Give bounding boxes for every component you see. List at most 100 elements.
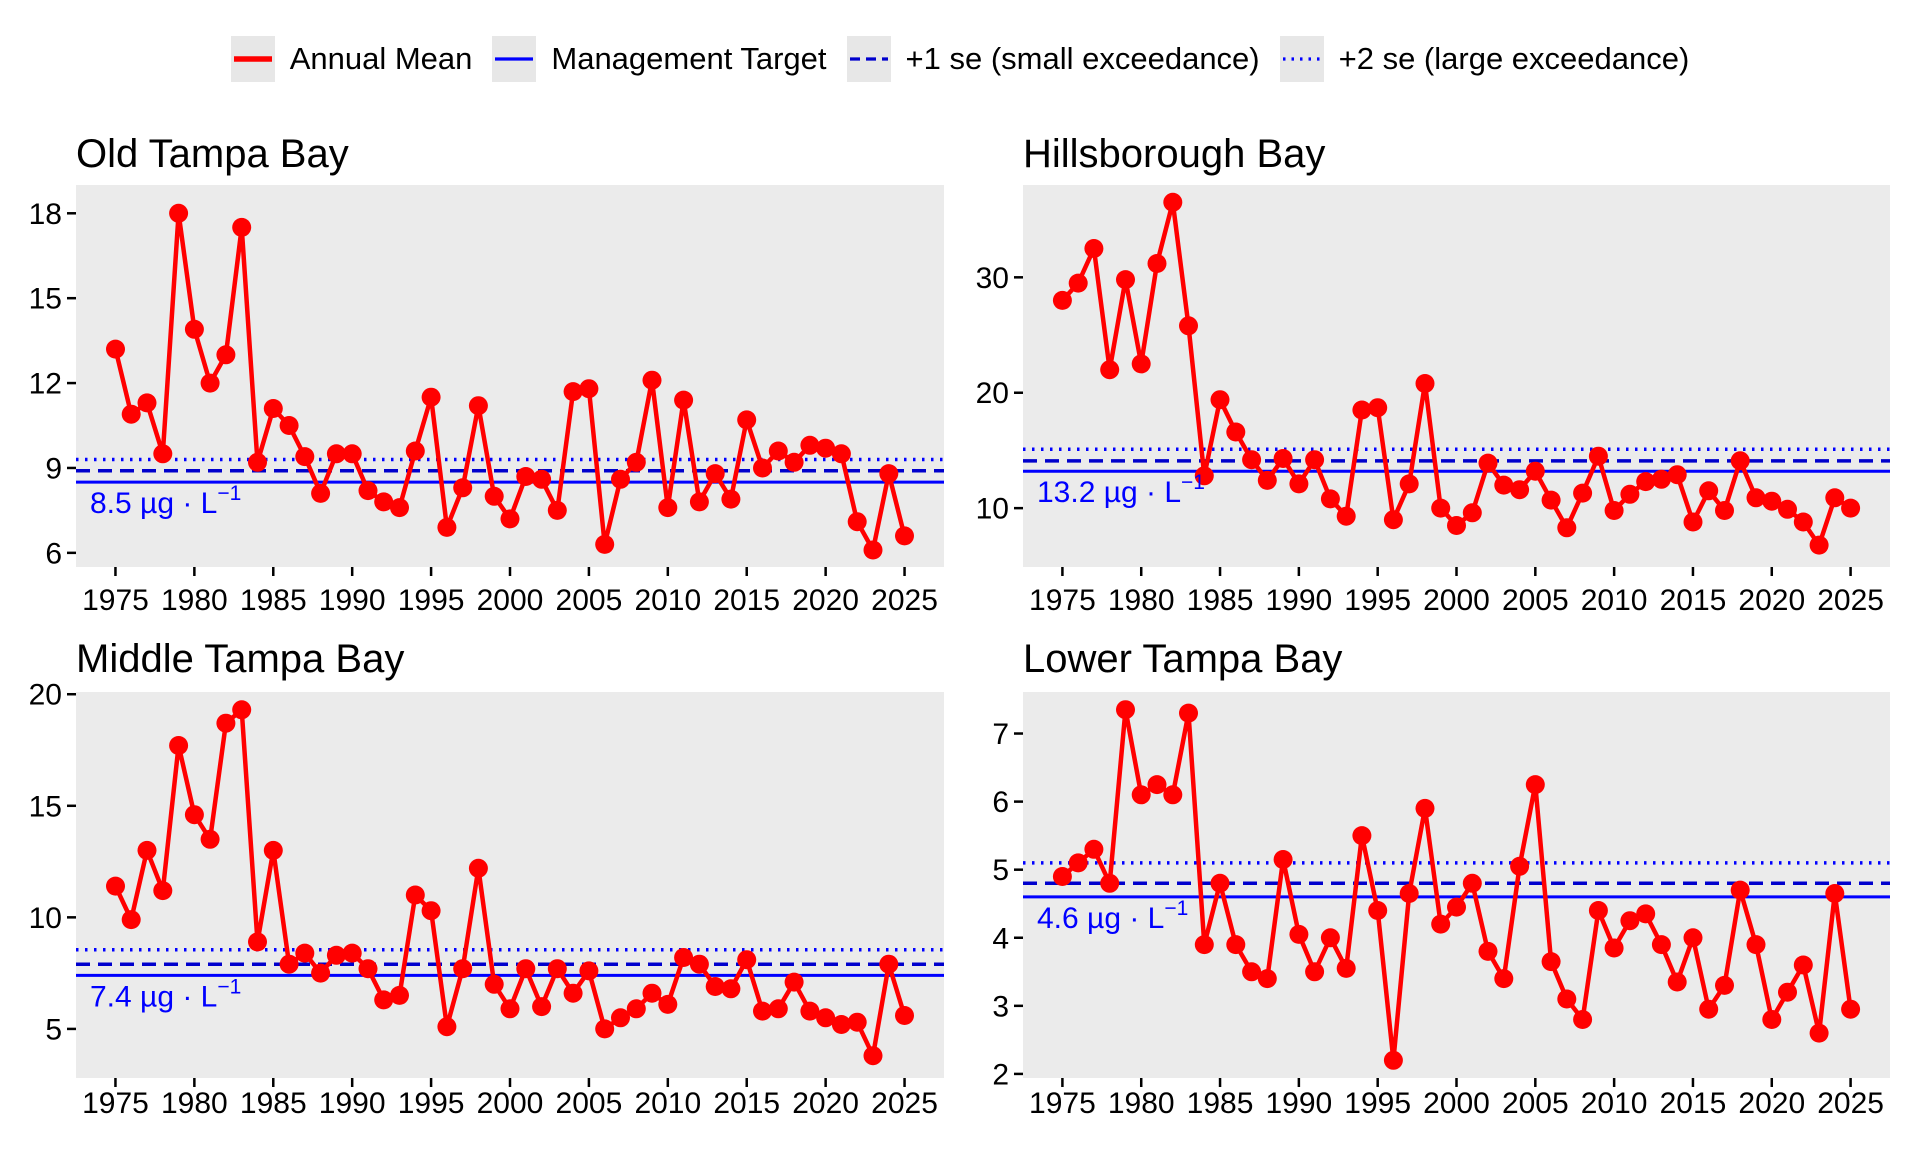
x-tick-label: 1995 (1344, 1087, 1411, 1120)
y-tick-label: 10 (29, 902, 62, 935)
data-point (1762, 1010, 1782, 1029)
data-point (1604, 501, 1624, 520)
x-tick-label: 2010 (1581, 1087, 1648, 1120)
data-point (516, 959, 536, 979)
y-tick-label: 30 (976, 262, 1009, 295)
data-point (784, 972, 804, 992)
legend-item-plus-1se: +1 se (small exceedance) (846, 36, 1260, 82)
data-point (279, 954, 299, 974)
data-point (1746, 935, 1766, 955)
data-point (595, 1019, 615, 1039)
legend-label: Management Target (551, 41, 827, 76)
data-point (1825, 488, 1845, 508)
data-point (1431, 498, 1451, 518)
data-point (216, 345, 236, 365)
legend-label: Annual Mean (289, 41, 473, 76)
data-point (500, 509, 520, 529)
data-point (1383, 1050, 1403, 1070)
data-point (216, 713, 236, 733)
data-point (453, 478, 473, 498)
data-point (1651, 935, 1671, 955)
y-tick-label: 15 (29, 283, 62, 316)
data-point (768, 441, 788, 461)
data-point (1683, 928, 1703, 948)
data-point (863, 1046, 883, 1066)
x-tick-label: 2025 (1817, 1087, 1884, 1120)
data-point (1084, 839, 1104, 859)
data-point (626, 999, 646, 1019)
legend-label: +1 se (small exceedance) (905, 41, 1260, 76)
data-point (342, 943, 362, 963)
annual-mean-line-key-icon (230, 36, 275, 82)
y-tick-label: 9 (45, 452, 62, 485)
data-point (184, 805, 204, 825)
y-tick-label: 20 (29, 679, 62, 712)
data-point (106, 339, 125, 359)
panel-title: Lower Tampa Bay (1023, 640, 1342, 681)
data-point (437, 517, 457, 537)
data-point (169, 736, 189, 755)
data-point (1494, 475, 1514, 495)
x-tick-label: 2005 (556, 1087, 623, 1120)
y-tick-label: 3 (992, 990, 1009, 1023)
data-point (1478, 941, 1498, 961)
panel-grid: 1975 1980 1985 1990 1995 2000 2005 2010 2015 2020… (0, 88, 1920, 1152)
data-point (689, 492, 709, 512)
data-point (1462, 873, 1482, 893)
y-tick-label: 15 (29, 790, 62, 823)
y-tick-label: 5 (45, 1013, 62, 1046)
data-point (1841, 999, 1861, 1019)
data-point (1478, 453, 1498, 473)
data-point (1651, 469, 1671, 489)
x-tick-label: 2015 (1660, 584, 1727, 617)
data-point (768, 999, 788, 1019)
data-point (390, 498, 409, 518)
x-tick-label: 1980 (161, 584, 228, 617)
data-point (737, 410, 757, 430)
data-point (895, 1006, 914, 1025)
data-point (1510, 480, 1530, 500)
x-tick-label: 1975 (1029, 584, 1096, 617)
data-point (1194, 935, 1214, 955)
data-point (248, 932, 267, 952)
data-point (1242, 450, 1262, 470)
data-point (1273, 449, 1293, 468)
legend-item-management-target: Management Target (492, 36, 827, 82)
data-point (863, 540, 883, 560)
data-point (1131, 785, 1151, 805)
data-point (1383, 510, 1403, 530)
data-point (1573, 1010, 1593, 1029)
x-tick-label: 1980 (1108, 1087, 1175, 1120)
data-point (405, 885, 425, 905)
data-point (1557, 989, 1577, 1009)
data-point (358, 959, 378, 979)
panel-lower-tampa-bay: 1975 1980 1985 1990 1995 2000 2005 2010 2015 2020… (960, 640, 1920, 1152)
x-tick-label: 1990 (1265, 584, 1332, 617)
x-tick-label: 1985 (240, 584, 307, 617)
y-tick-label: 12 (29, 368, 62, 401)
data-point (800, 1001, 820, 1021)
data-point (1415, 798, 1435, 818)
data-point (879, 464, 899, 484)
data-point (516, 467, 536, 486)
data-point (1636, 904, 1656, 924)
data-point (326, 444, 346, 464)
data-point (1494, 969, 1514, 989)
data-point (1431, 914, 1451, 934)
data-point (579, 379, 599, 399)
x-tick-label: 1980 (1108, 584, 1175, 617)
data-point (1778, 499, 1797, 519)
data-point (1163, 785, 1183, 805)
data-point (847, 512, 867, 532)
data-point (121, 910, 141, 930)
data-point (1636, 472, 1656, 492)
data-point (1116, 270, 1135, 290)
y-tick-label: 5 (992, 854, 1009, 887)
data-point (721, 489, 741, 509)
data-point (1715, 501, 1734, 520)
data-point (658, 994, 678, 1014)
data-point (1699, 481, 1719, 501)
panel-title: Old Tampa Bay (76, 132, 349, 176)
legend-item-annual-mean: Annual Mean (230, 36, 473, 82)
data-point (1588, 446, 1608, 466)
